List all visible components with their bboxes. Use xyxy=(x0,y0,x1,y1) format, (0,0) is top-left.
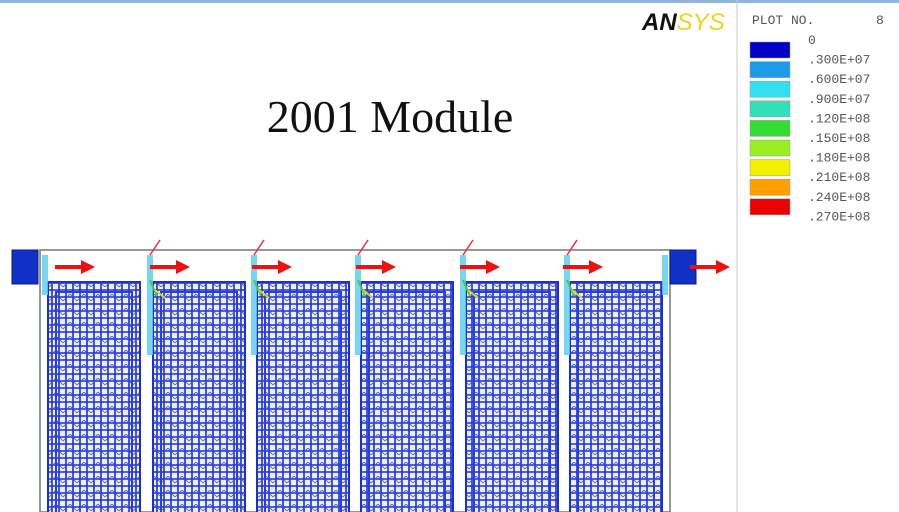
green-arrow xyxy=(462,279,471,297)
legend-label: .210E+08 xyxy=(808,170,870,185)
red-arrowhead xyxy=(278,260,292,274)
red-arrowhead xyxy=(81,260,95,274)
legend-label: .900E+07 xyxy=(808,92,870,107)
inner-border xyxy=(55,291,133,512)
small-arrow xyxy=(357,239,369,256)
logo-part: AN xyxy=(641,9,677,36)
mesh-panel xyxy=(256,281,350,512)
green-arrow xyxy=(253,279,262,297)
cyan-strip xyxy=(147,255,153,355)
legend-swatch xyxy=(749,198,791,216)
inner-border xyxy=(160,291,238,512)
small-arrow xyxy=(566,239,578,256)
legend-label: .300E+07 xyxy=(808,53,870,68)
plot-number: 8 xyxy=(876,13,884,28)
mesh-panel xyxy=(47,281,141,512)
green-arrow xyxy=(566,279,575,297)
inner-border xyxy=(473,291,551,512)
yellow-arrow xyxy=(467,289,479,299)
small-arrow xyxy=(462,239,474,256)
legend-label: .150E+08 xyxy=(808,131,870,146)
legend-swatch xyxy=(749,41,791,59)
green-arrow xyxy=(149,279,158,297)
legend-label: .600E+07 xyxy=(808,72,870,87)
legend-label: .240E+08 xyxy=(808,190,870,205)
red-arrowhead xyxy=(382,260,396,274)
yellow-arrow xyxy=(154,289,166,299)
cyan-strip xyxy=(42,255,48,295)
end-cap xyxy=(11,249,39,285)
mesh-panel xyxy=(569,281,663,512)
inner-border xyxy=(368,291,446,512)
inner-border xyxy=(264,291,342,512)
red-arrowhead xyxy=(176,260,190,274)
red-arrowhead xyxy=(716,260,730,274)
yellow-arrow xyxy=(571,289,583,299)
inner-border xyxy=(577,291,655,512)
red-arrowhead xyxy=(589,260,603,274)
legend-label: 0 xyxy=(808,33,816,48)
legend-swatch xyxy=(749,120,791,137)
red-arrowhead xyxy=(486,260,500,274)
title: 2001 Module xyxy=(267,91,514,142)
cyan-strip xyxy=(460,255,466,355)
cyan-strip xyxy=(355,255,361,355)
mesh-panel xyxy=(360,281,454,512)
small-arrow xyxy=(253,239,265,256)
logo: ANSYS xyxy=(641,9,725,36)
logo-part: SYS xyxy=(677,9,725,36)
legend-swatch xyxy=(749,100,791,118)
cyan-strip xyxy=(662,255,668,295)
yellow-arrow xyxy=(258,289,270,299)
small-arrow xyxy=(149,239,161,256)
green-arrow xyxy=(357,279,366,297)
module-frame xyxy=(39,249,671,512)
legend-label: .120E+08 xyxy=(808,111,870,126)
legend-swatch xyxy=(749,61,791,78)
model xyxy=(11,239,730,512)
legend-heading: PLOT NO. xyxy=(752,13,814,28)
mesh-panel xyxy=(465,281,559,512)
cyan-strip xyxy=(564,255,570,355)
legend-swatch xyxy=(749,159,791,176)
yellow-arrow xyxy=(362,289,374,299)
mesh-panel xyxy=(152,281,246,512)
legend-swatch xyxy=(749,139,791,157)
legend: 0 .300E+07 .600E+07 .900E+07 .120E+08 .150E+0… xyxy=(749,33,870,224)
legend-label: .180E+08 xyxy=(808,151,870,166)
cyan-strip xyxy=(251,255,257,355)
legend-swatch xyxy=(749,178,791,196)
legend-label: .270E+08 xyxy=(808,209,870,224)
legend-swatch xyxy=(749,80,791,98)
